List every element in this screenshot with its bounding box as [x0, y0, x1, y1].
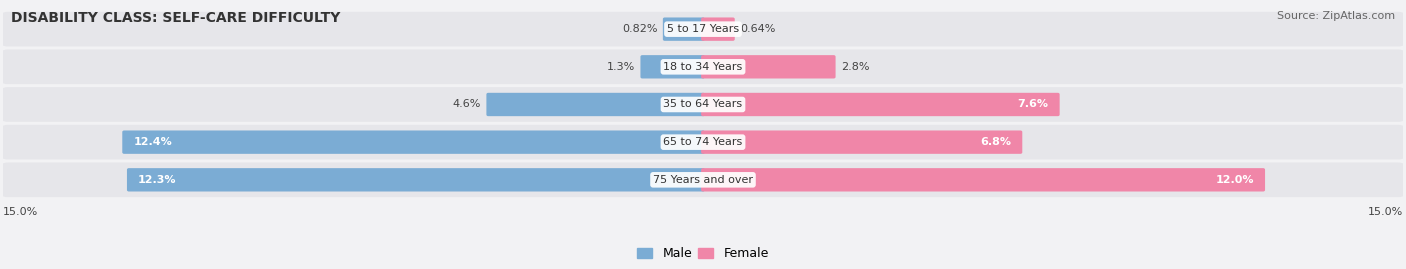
FancyBboxPatch shape — [702, 17, 735, 41]
Text: 0.82%: 0.82% — [623, 24, 658, 34]
Text: 0.64%: 0.64% — [740, 24, 775, 34]
Text: 65 to 74 Years: 65 to 74 Years — [664, 137, 742, 147]
Text: 15.0%: 15.0% — [1368, 207, 1403, 217]
Text: 2.8%: 2.8% — [841, 62, 869, 72]
Text: 6.8%: 6.8% — [980, 137, 1011, 147]
Text: 12.4%: 12.4% — [134, 137, 173, 147]
Text: 1.3%: 1.3% — [607, 62, 636, 72]
Text: 12.0%: 12.0% — [1215, 175, 1254, 185]
FancyBboxPatch shape — [702, 93, 1060, 116]
Text: 4.6%: 4.6% — [453, 100, 481, 109]
Text: 75 Years and over: 75 Years and over — [652, 175, 754, 185]
FancyBboxPatch shape — [0, 125, 1406, 160]
Text: Source: ZipAtlas.com: Source: ZipAtlas.com — [1277, 11, 1395, 21]
Text: 5 to 17 Years: 5 to 17 Years — [666, 24, 740, 34]
Text: 35 to 64 Years: 35 to 64 Years — [664, 100, 742, 109]
FancyBboxPatch shape — [486, 93, 704, 116]
Text: 15.0%: 15.0% — [3, 207, 38, 217]
FancyBboxPatch shape — [702, 130, 1022, 154]
Text: 12.3%: 12.3% — [138, 175, 177, 185]
FancyBboxPatch shape — [702, 168, 1265, 192]
FancyBboxPatch shape — [0, 87, 1406, 122]
FancyBboxPatch shape — [0, 49, 1406, 84]
FancyBboxPatch shape — [662, 17, 704, 41]
FancyBboxPatch shape — [127, 168, 704, 192]
FancyBboxPatch shape — [0, 12, 1406, 47]
Text: 18 to 34 Years: 18 to 34 Years — [664, 62, 742, 72]
FancyBboxPatch shape — [702, 55, 835, 79]
Text: 7.6%: 7.6% — [1018, 100, 1049, 109]
Legend: Male, Female: Male, Female — [633, 242, 773, 265]
FancyBboxPatch shape — [122, 130, 704, 154]
FancyBboxPatch shape — [0, 162, 1406, 197]
Text: DISABILITY CLASS: SELF-CARE DIFFICULTY: DISABILITY CLASS: SELF-CARE DIFFICULTY — [11, 11, 340, 25]
FancyBboxPatch shape — [641, 55, 704, 79]
